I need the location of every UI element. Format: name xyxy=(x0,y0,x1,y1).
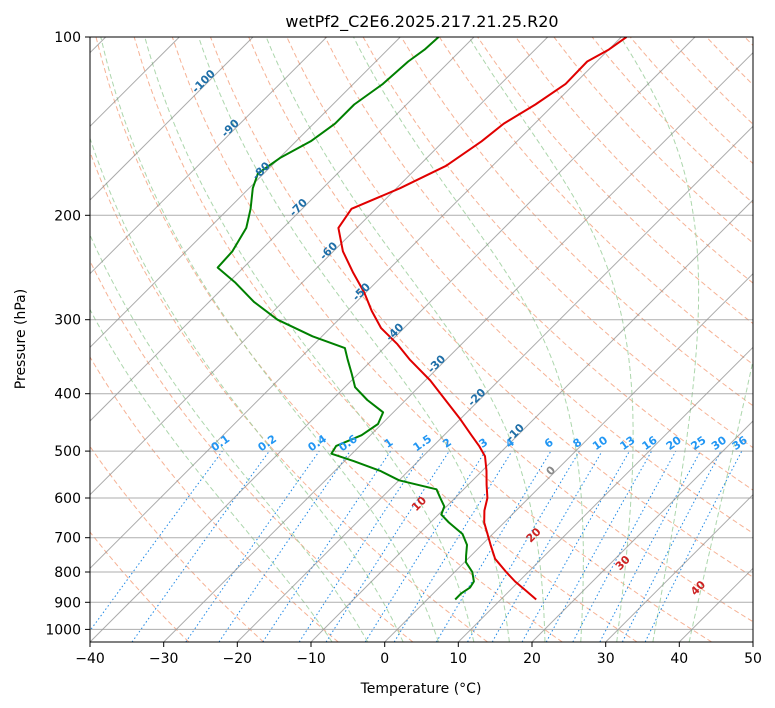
mixing-ratio-line xyxy=(545,450,653,642)
gridlines xyxy=(90,37,753,642)
moist-adiabat xyxy=(90,308,333,642)
x-axis-title: Temperature (°C) xyxy=(360,681,482,697)
y-tick-label: 400 xyxy=(54,387,81,403)
isotherm-line xyxy=(236,125,753,642)
moist-adiabat xyxy=(100,37,439,642)
dry-adiabat xyxy=(90,531,190,642)
chart-title: wetPf2_C2E6.2025.217.21.25.R20 xyxy=(285,12,558,32)
isotherm-line xyxy=(90,37,549,496)
y-tick-label: 200 xyxy=(54,208,81,224)
background-lines xyxy=(90,37,753,642)
dry-adiabat xyxy=(515,37,753,284)
isotherm-line xyxy=(163,51,753,642)
mixing-ratio-line xyxy=(572,450,677,642)
mixing-ratio-line xyxy=(131,450,270,642)
x-tick-label: −10 xyxy=(296,651,326,667)
x-tick-label: −40 xyxy=(75,651,105,667)
mixing-ratio-line xyxy=(90,450,223,632)
mixing-ratio-line xyxy=(298,450,425,642)
mixing-ratio-line xyxy=(393,450,513,642)
dewpoint-profile xyxy=(216,37,475,601)
profile-series xyxy=(216,37,628,601)
y-tick-label: 800 xyxy=(54,565,81,581)
isotherm-line xyxy=(310,199,753,642)
mixing-ratio-line xyxy=(262,450,392,642)
x-tick-label: 30 xyxy=(597,651,615,667)
moist-adiabat xyxy=(353,37,584,642)
mixing-ratio-line xyxy=(644,450,743,642)
mixing-ratio-line xyxy=(325,450,450,642)
dry-adiabat xyxy=(90,356,339,642)
moist-adiabat xyxy=(90,136,404,642)
moist-adiabat xyxy=(144,37,475,642)
moist-adiabat xyxy=(688,358,753,642)
y-tick-label: 1000 xyxy=(45,622,81,638)
mixing-ratio-line xyxy=(521,450,630,642)
x-tick-label: 0 xyxy=(380,651,389,667)
x-tick-label: 20 xyxy=(523,651,541,667)
isotherm-line xyxy=(90,37,254,201)
y-tick-label: 900 xyxy=(54,595,81,611)
x-tick-label: 10 xyxy=(449,651,467,667)
x-tick-label: −20 xyxy=(223,651,253,667)
isotherm-line xyxy=(457,346,753,642)
x-tick-label: −30 xyxy=(149,651,179,667)
isotherm-line xyxy=(90,37,401,349)
mixing-ratio-line xyxy=(218,450,351,642)
isotherm-line xyxy=(605,493,753,642)
dry-adiabat xyxy=(324,37,753,491)
moist-adiabat xyxy=(198,37,510,642)
dry-adiabat xyxy=(90,150,488,642)
x-tick-label: 50 xyxy=(744,651,762,667)
mixing-ratio-line xyxy=(185,450,320,642)
dry-adiabat xyxy=(400,37,753,407)
temperature-profile xyxy=(337,37,628,601)
dry-adiabat xyxy=(133,37,638,642)
moist-adiabat xyxy=(620,37,700,642)
y-tick-label: 300 xyxy=(54,313,81,329)
dry-adiabat xyxy=(171,37,712,642)
y-tick-label: 100 xyxy=(54,30,81,46)
plot-frame xyxy=(89,36,754,643)
dry-adiabat xyxy=(95,37,563,642)
dry-adiabat xyxy=(90,445,264,642)
x-tick-label: 40 xyxy=(670,651,688,667)
y-tick-label: 500 xyxy=(54,444,81,460)
moist-adiabat xyxy=(265,37,546,642)
isotherm-line xyxy=(90,37,475,422)
isotherm-line xyxy=(531,420,753,642)
isotherm-line xyxy=(384,272,753,642)
dry-adiabat xyxy=(438,37,753,366)
dry-adiabat xyxy=(210,37,753,623)
y-tick-label: 700 xyxy=(54,531,81,547)
axes: −40 −30 −20 −10 0 10 20 30 40 50 100 200 300 400 500 60… xyxy=(45,30,762,667)
moist-adiabat xyxy=(90,233,369,642)
dry-adiabat xyxy=(248,37,753,578)
y-tick-label: 600 xyxy=(54,491,81,507)
y-axis-title: Pressure (hPa) xyxy=(13,289,29,389)
isotherm-line xyxy=(90,37,328,275)
